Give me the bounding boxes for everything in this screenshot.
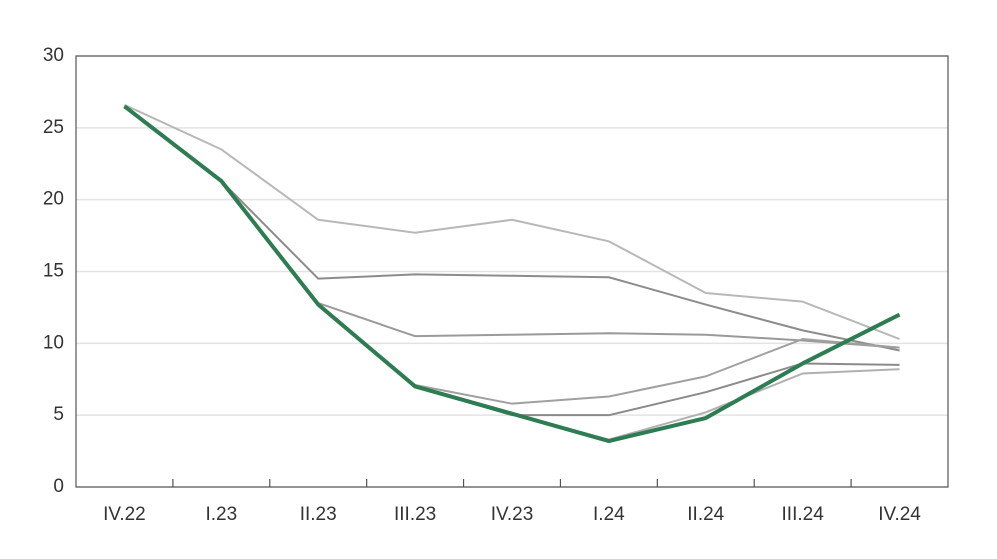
y-tick-label: 30: [43, 45, 64, 66]
x-tick-label: III.24: [782, 504, 825, 525]
y-tick-label: 0: [53, 476, 64, 497]
x-tick-label: II.24: [687, 504, 724, 525]
x-tick-label: IV.24: [878, 504, 921, 525]
y-tick-label: 25: [43, 117, 64, 138]
x-tick-label: I.23: [205, 504, 237, 525]
y-tick-label: 20: [43, 189, 64, 210]
x-tick-label: IV.23: [491, 504, 534, 525]
x-tick-label: I.24: [593, 504, 625, 525]
x-tick-label: IV.22: [103, 504, 146, 525]
series-line: [124, 103, 900, 340]
y-tick-label: 10: [43, 332, 64, 353]
series-line: [123, 105, 900, 417]
series-line: [123, 105, 900, 405]
series-line: [123, 105, 900, 441]
series-line: [123, 105, 900, 349]
y-tick-label: 15: [43, 261, 64, 282]
y-tick-label: 5: [53, 404, 64, 425]
series-line: [123, 105, 900, 352]
x-tick-label: II.23: [300, 504, 337, 525]
series-line: [123, 104, 901, 444]
x-tick-label: III.23: [394, 504, 436, 525]
plot-frame: [75, 55, 949, 488]
